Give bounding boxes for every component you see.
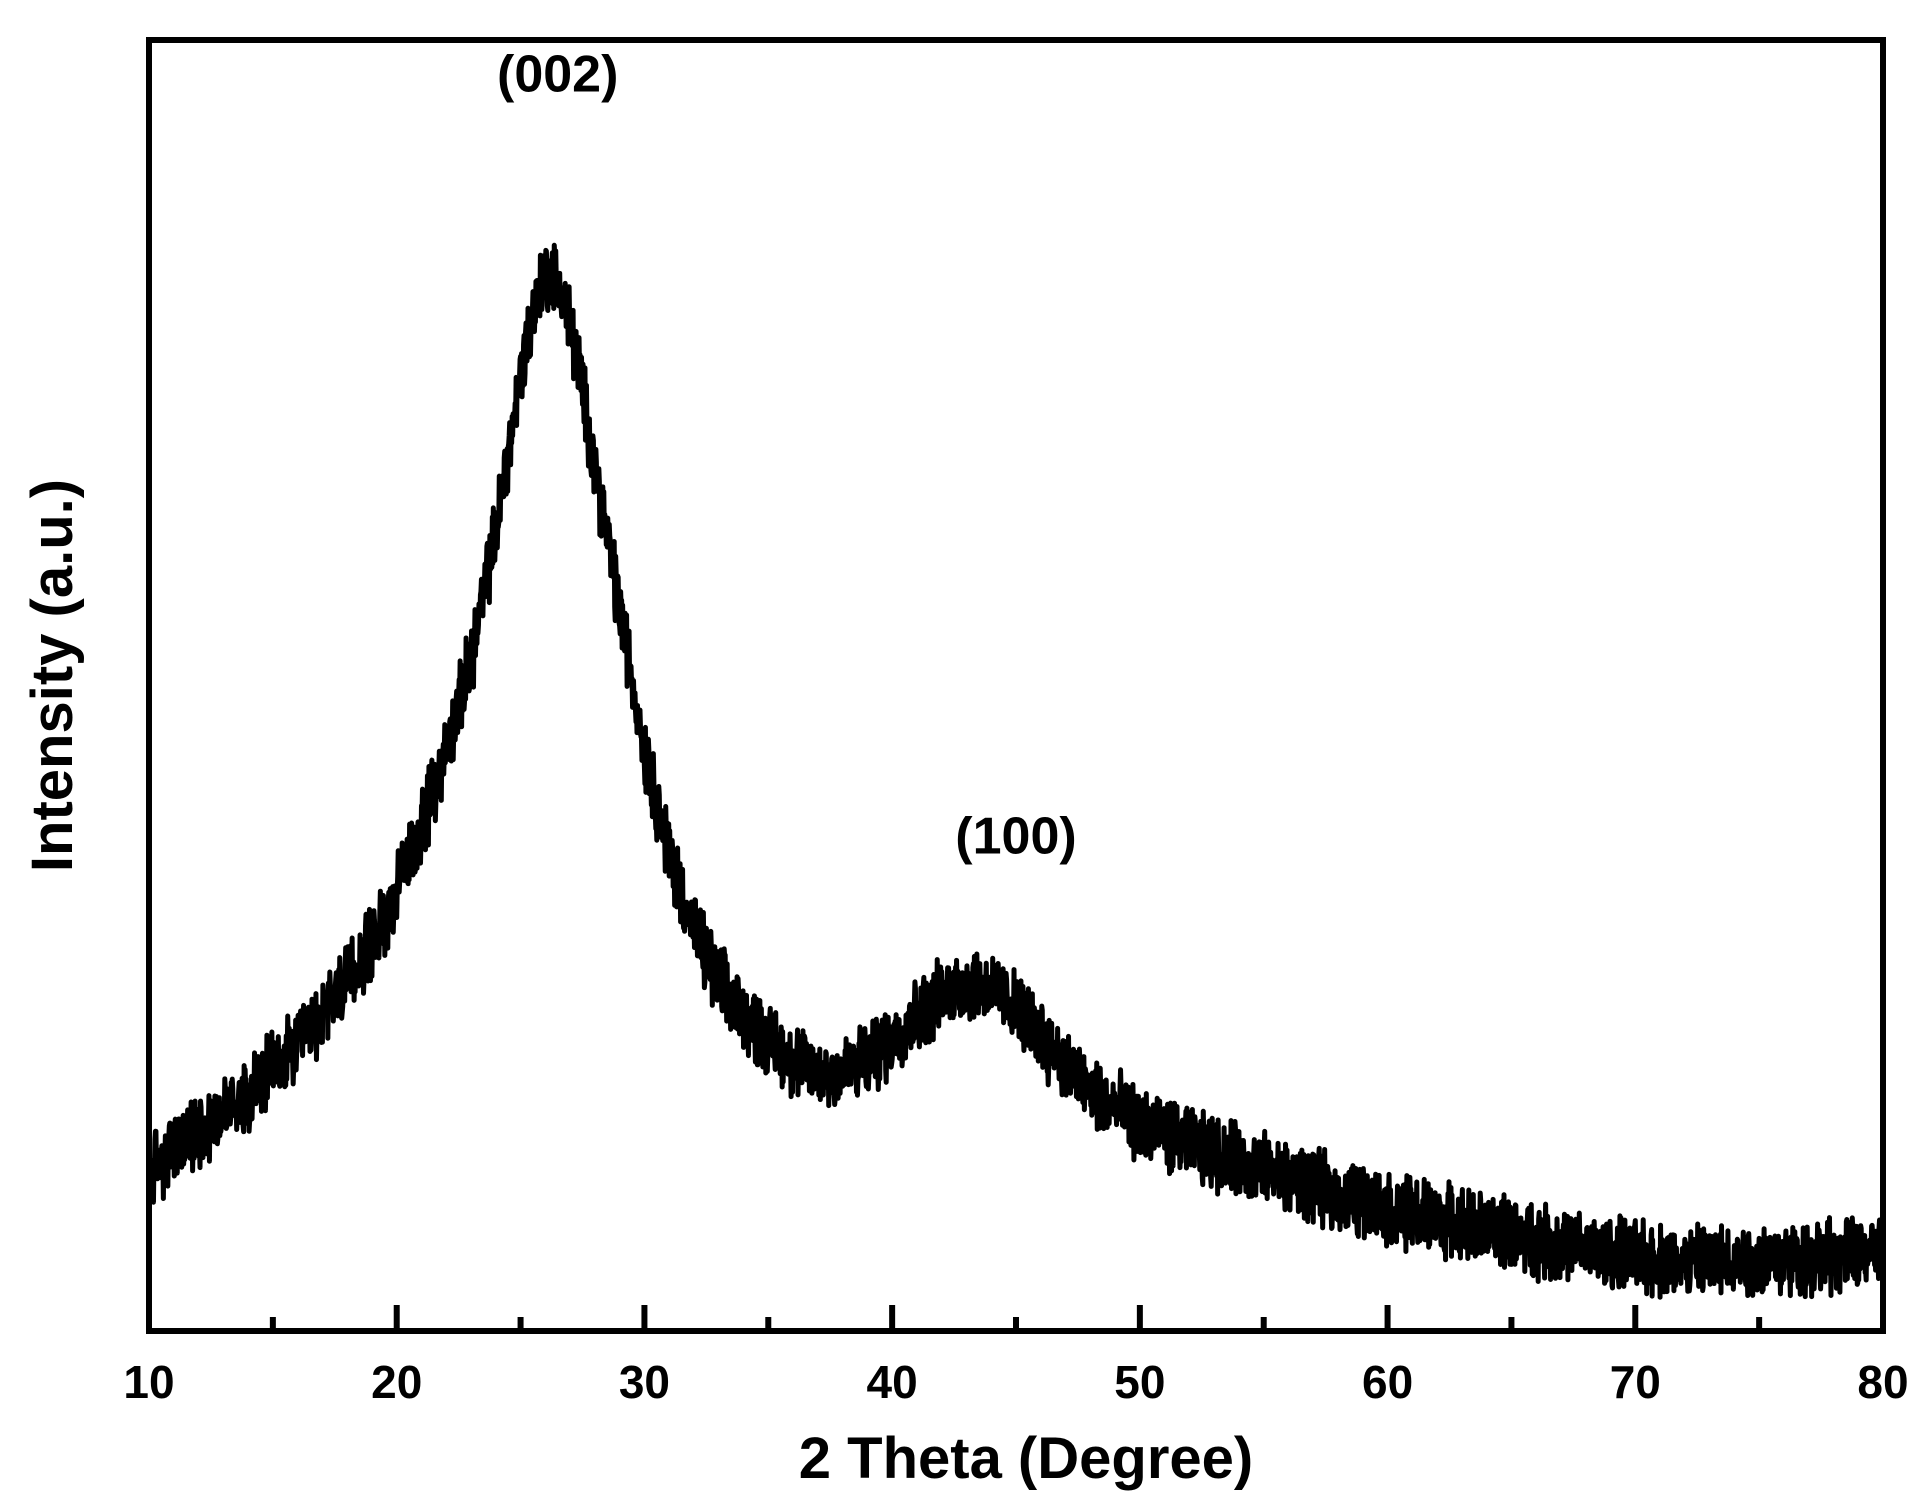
x-tick-label: 10 — [123, 1356, 174, 1408]
peak-label: (002) — [497, 46, 618, 104]
plot-area — [146, 242, 1886, 1300]
x-tick-label: 80 — [1857, 1356, 1908, 1408]
x-tick-label: 40 — [867, 1356, 918, 1408]
x-tick-label: 70 — [1610, 1356, 1661, 1408]
x-axis-title: 2 Theta (Degree) — [799, 1426, 1253, 1491]
x-tick-label: 50 — [1114, 1356, 1165, 1408]
xrd-pattern-line — [146, 242, 1886, 1300]
x-tick-label: 60 — [1362, 1356, 1413, 1408]
x-ticks — [146, 1305, 1886, 1331]
peak-label: (100) — [955, 807, 1076, 865]
x-tick-label: 20 — [371, 1356, 422, 1408]
peak-annotations: (002) (100) — [497, 46, 1077, 866]
plot-frame — [146, 37, 1886, 1334]
x-tick-label: 30 — [619, 1356, 670, 1408]
tick-labels: 10 20 30 40 50 60 70 80 — [123, 1356, 1908, 1408]
y-axis-title: Intensity (a.u.) — [20, 479, 85, 872]
